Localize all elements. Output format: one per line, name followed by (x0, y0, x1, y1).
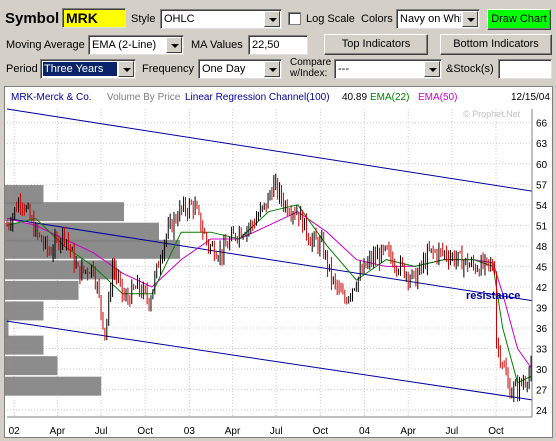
period-select[interactable]: Three Years (40, 59, 136, 79)
y-tick-label: 42 (536, 283, 548, 294)
prophet-watermark: © Prophet.Net (463, 109, 521, 119)
y-tick-label: 63 (536, 139, 548, 150)
period-select-value: Three Years (43, 62, 117, 76)
x-tick-label: 04 (359, 426, 371, 437)
log-scale-checkbox[interactable] (288, 12, 301, 25)
ma-values-input[interactable]: 22,50 (248, 35, 308, 55)
style-select[interactable]: OHLC (160, 9, 282, 29)
chart-symbol-title: MRK-Merck & Co. (11, 92, 92, 103)
volume-by-price-bar (5, 356, 58, 376)
x-tick-label: Oct (137, 426, 153, 437)
regression-channel-upper (6, 108, 533, 192)
style-select-value: OHLC (164, 13, 195, 25)
frequency-select-value: One Day (202, 63, 246, 75)
period-label: Period (6, 63, 38, 75)
volume-by-price-bar (5, 280, 79, 300)
colors-select[interactable]: Navy on White (396, 9, 480, 29)
symbol-input[interactable]: MRK (62, 8, 126, 28)
moving-average-select[interactable]: EMA (2-Line) (88, 35, 184, 55)
resistance-annotation: resistance (466, 290, 520, 302)
log-scale-label: Log Scale (306, 13, 355, 25)
last-value-label: 40.89 (342, 92, 367, 103)
toolbar-row-1: Symbol MRK Style OHLC Log Scale Colors N… (0, 6, 556, 30)
frequency-label: Frequency (142, 63, 194, 75)
compare-index-select[interactable]: --- (334, 59, 442, 79)
chevron-down-icon[interactable] (424, 61, 440, 77)
x-tick-label: Apr (50, 426, 66, 437)
y-tick-label: 24 (536, 406, 548, 417)
x-tick-label: Jul (445, 426, 458, 437)
y-tick-label: 54 (536, 201, 548, 212)
x-tick-label: 03 (184, 426, 196, 437)
frequency-select[interactable]: One Day (198, 59, 282, 79)
volume-by-price-bar (5, 239, 180, 259)
bottom-indicators-button[interactable]: Bottom Indicators (440, 34, 552, 55)
y-tick-label: 48 (536, 242, 548, 253)
y-tick-label: 36 (536, 324, 548, 335)
toolbar-row-2: Moving Average EMA (2-Line) MA Values 22… (0, 33, 556, 57)
y-tick-label: 39 (536, 303, 548, 314)
regression-label: Linear Regression Channel(100) (185, 92, 330, 103)
regression-channel-lower (6, 320, 533, 401)
x-tick-label: Apr (400, 426, 416, 437)
ema22-label: EMA(22) (370, 92, 409, 103)
colors-label: Colors (361, 13, 393, 25)
draw-chart-button[interactable]: Draw Chart (487, 9, 551, 30)
ema50-label: EMA(50) (418, 92, 457, 103)
volume-by-price-bar (5, 335, 44, 355)
moving-average-label: Moving Average (6, 39, 85, 51)
y-tick-label: 57 (536, 180, 548, 191)
volume-by-price-bar (5, 260, 117, 280)
compare-label: Compare (290, 57, 332, 68)
symbol-label: Symbol (5, 10, 60, 27)
chart-date-label: 12/15/04 (511, 92, 550, 103)
x-tick-label: Oct (313, 426, 329, 437)
colors-select-value: Navy on White (400, 13, 461, 25)
x-tick-label: Jul (270, 426, 283, 437)
y-tick-label: 51 (536, 221, 548, 232)
style-label: Style (131, 13, 156, 25)
y-tick-label: 30 (536, 365, 548, 376)
top-indicators-button[interactable]: Top Indicators (324, 34, 428, 55)
y-tick-label: 45 (536, 262, 548, 273)
chevron-down-icon[interactable] (264, 61, 280, 77)
volume-by-price-bar (5, 376, 102, 396)
volume-by-price-bar (5, 202, 124, 222)
y-tick-label: 60 (536, 160, 548, 171)
toolbar-row-3: Period Three Years Frequency One Day Com… (0, 57, 556, 81)
compare-index-select-value: --- (338, 63, 349, 75)
compare-index-label: w/Index: (290, 68, 328, 79)
y-tick-label: 66 (536, 119, 548, 130)
regression-channel-middle (6, 218, 533, 302)
chevron-down-icon[interactable] (462, 11, 478, 27)
y-tick-label: 33 (536, 345, 548, 356)
stocks-input[interactable] (498, 59, 552, 79)
volume-by-price-label: Volume By Price (107, 92, 181, 103)
stocks-label: &Stock(s) (446, 63, 494, 75)
price-chart[interactable]: 24 27 30 33 36 39 42 45 48 51 54 57 60 63 66 02 Apr Jul Oc… (4, 86, 553, 438)
chevron-down-icon[interactable] (264, 11, 280, 27)
x-tick-label: Jul (95, 426, 108, 437)
chevron-down-icon[interactable] (118, 61, 134, 77)
moving-average-select-value: EMA (2-Line) (92, 39, 157, 51)
x-tick-label: Oct (488, 426, 504, 437)
y-tick-label: 27 (536, 386, 548, 397)
ma-values-label: MA Values (191, 39, 243, 51)
x-tick-label: Apr (225, 426, 241, 437)
chevron-down-icon[interactable] (166, 37, 182, 53)
price-chart-svg: 24 27 30 33 36 39 42 45 48 51 54 57 60 63 66 02 Apr Jul Oc… (5, 92, 550, 437)
volume-by-price-bar (5, 185, 44, 205)
volume-by-price-bar (5, 301, 44, 321)
x-tick-label: 02 (9, 426, 21, 437)
volume-by-price-bar (5, 318, 9, 338)
